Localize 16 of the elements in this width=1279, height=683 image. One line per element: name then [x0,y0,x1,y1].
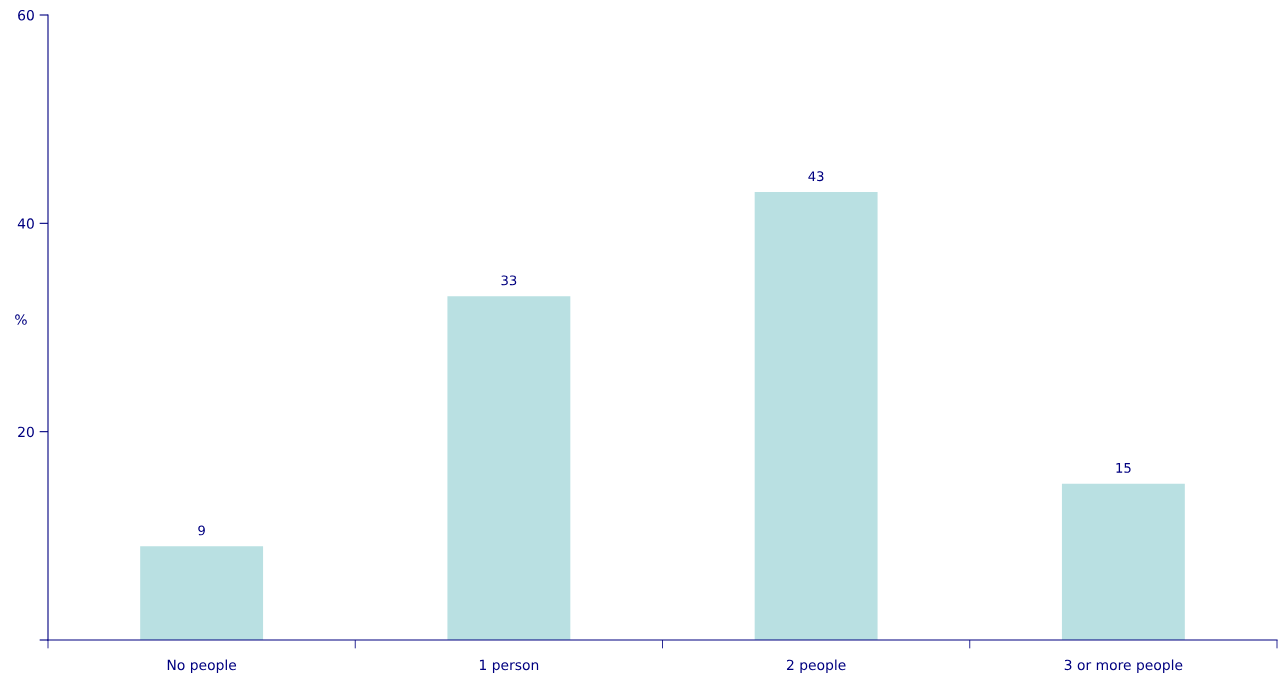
bar [447,296,571,640]
bar [754,192,878,640]
x-tick-label: No people [167,659,237,673]
y-tick-label: 60 [18,9,34,21]
data-label: 15 [1116,463,1131,473]
data-label: 9 [198,525,205,536]
y-tick-label: 40 [17,218,34,229]
y-axis-title: % [15,314,27,325]
data-label: 43 [808,171,824,182]
bar [1061,483,1185,640]
bar [140,546,264,640]
y-tick-label: 20 [18,426,34,438]
data-label: 33 [501,275,517,286]
x-tick-label: 2 people [786,659,846,673]
x-tick-label: 3 or more people [1064,659,1183,673]
x-tick-label: 1 person [479,659,539,673]
